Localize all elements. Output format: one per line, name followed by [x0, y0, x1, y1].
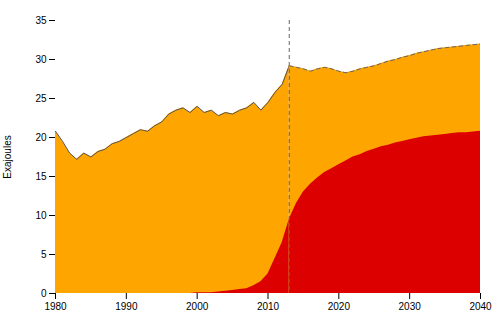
svg-text:1990: 1990 — [115, 301, 138, 312]
svg-text:5: 5 — [41, 249, 47, 260]
svg-text:2010: 2010 — [257, 301, 280, 312]
svg-text:2000: 2000 — [186, 301, 209, 312]
svg-text:1980: 1980 — [44, 301, 67, 312]
svg-text:10: 10 — [35, 210, 47, 221]
svg-text:25: 25 — [35, 93, 47, 104]
svg-text:15: 15 — [35, 171, 47, 182]
svg-text:35: 35 — [35, 15, 47, 26]
svg-text:20: 20 — [35, 132, 47, 143]
svg-text:Exajoules: Exajoules — [2, 135, 13, 178]
svg-text:0: 0 — [41, 288, 47, 299]
svg-text:30: 30 — [35, 54, 47, 65]
svg-text:2030: 2030 — [399, 301, 422, 312]
svg-text:2040: 2040 — [469, 301, 492, 312]
svg-text:2020: 2020 — [328, 301, 351, 312]
